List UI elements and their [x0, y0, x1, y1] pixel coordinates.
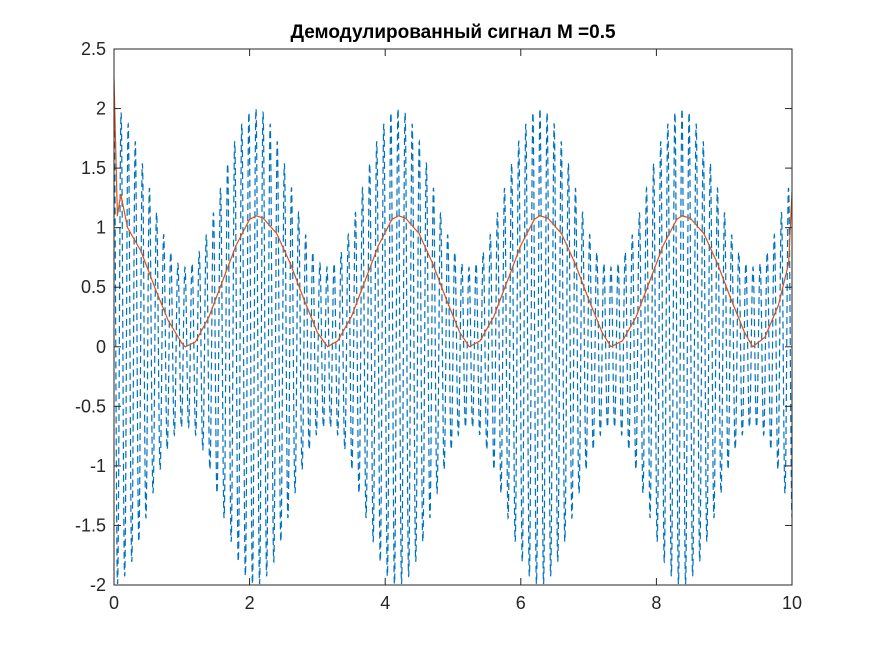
y-tick-label: 1.5: [81, 158, 106, 178]
x-tick-label: 4: [380, 593, 390, 613]
y-tick-label: 1: [96, 218, 106, 238]
axes-layer: 0 2 4 6 8 10 -2 -1.5 -1 -0.5 0 0.5 1 1.5 2 2.5: [75, 39, 802, 613]
y-tick-label: 0.5: [81, 277, 106, 297]
y-tick-label: -1.5: [75, 515, 106, 535]
series-demodulated-line: [114, 78, 792, 348]
x-tick-label: 2: [245, 593, 255, 613]
series-layer: [114, 78, 792, 585]
y-tick-label: -1: [90, 456, 106, 476]
chart-title: Демодулированный сигнал M =0.5: [290, 22, 616, 43]
y-tick-label: 2.5: [81, 39, 106, 59]
y-tick-label: 2: [96, 99, 106, 119]
y-tick-label: -0.5: [75, 396, 106, 416]
y-tick-label: 0: [96, 337, 106, 357]
y-tick-label: -2: [90, 575, 106, 595]
x-tick-label: 0: [109, 593, 119, 613]
x-tick-label: 10: [782, 593, 802, 613]
x-tick-label: 8: [651, 593, 661, 613]
x-tick-label: 6: [516, 593, 526, 613]
series-am-signal-line: [114, 107, 792, 585]
axes-box: [113, 48, 793, 586]
